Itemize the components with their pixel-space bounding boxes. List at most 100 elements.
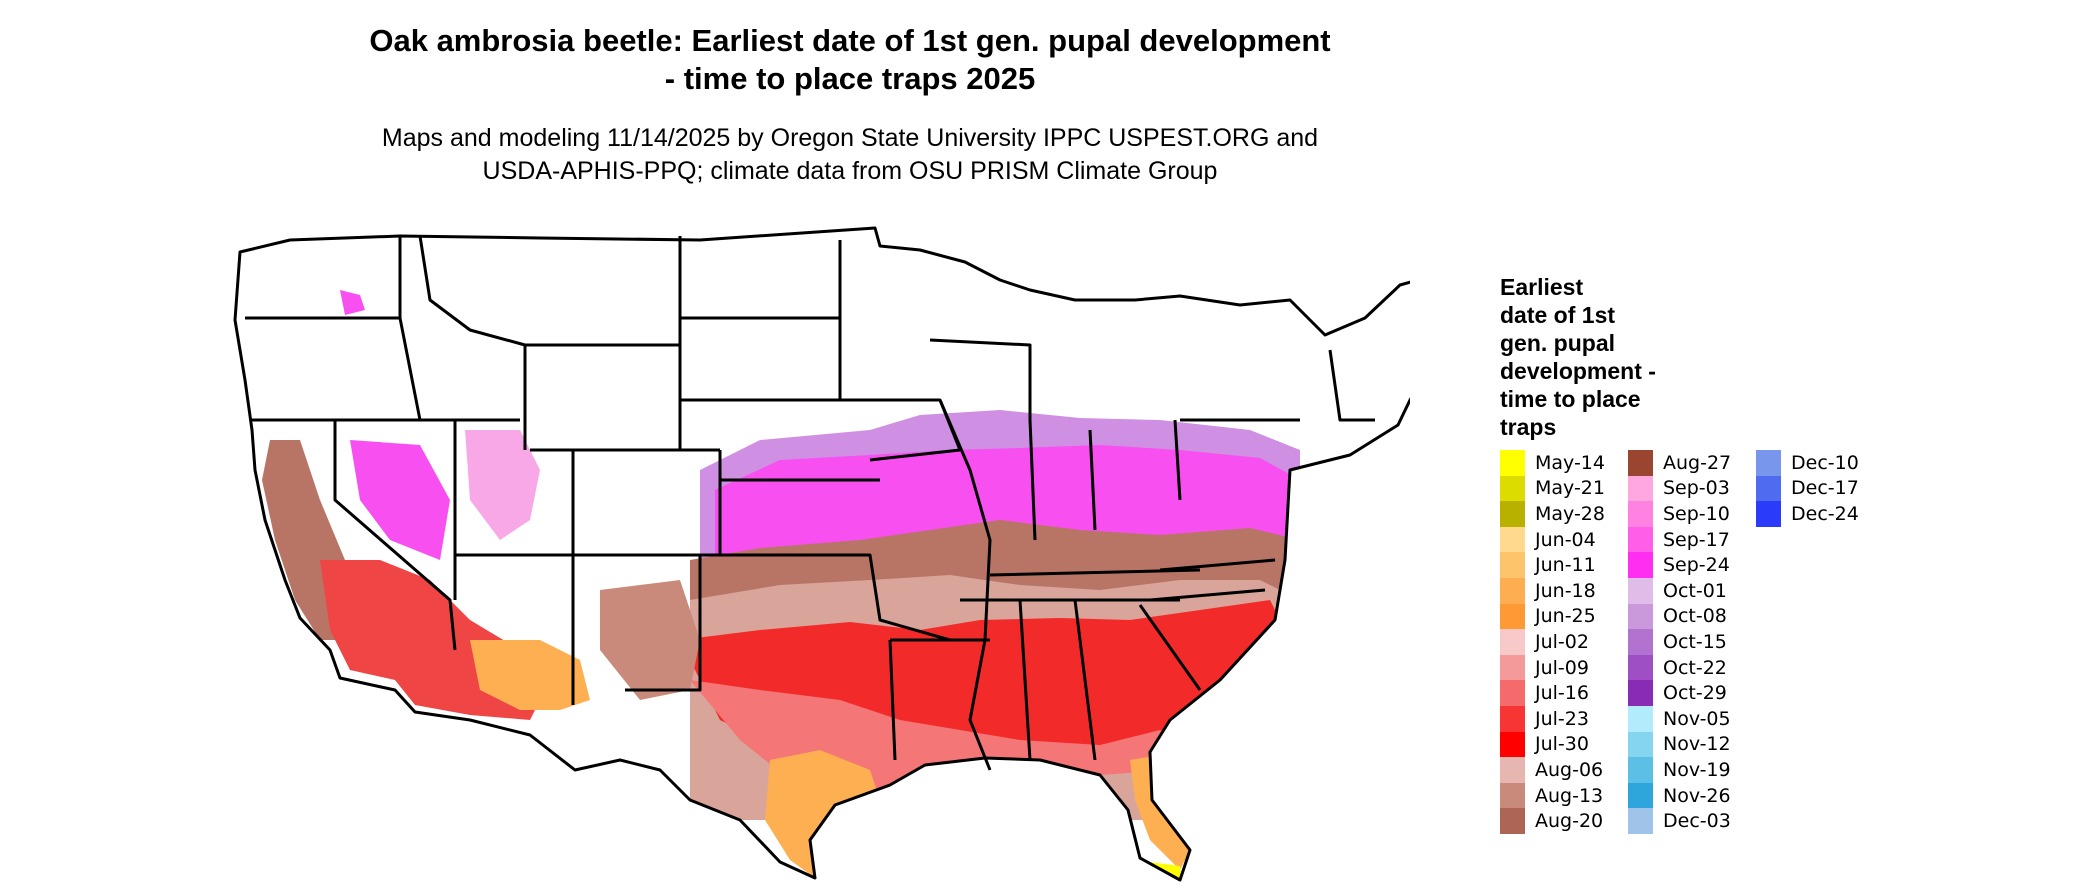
border-la-tx [888,639,897,761]
legend-swatch [1628,808,1653,834]
legend-label: Dec-03 [1663,810,1731,833]
zone-nevada-pink [350,440,450,560]
legend-swatch [1628,782,1653,809]
legend-label: Jul-16 [1535,682,1589,705]
map-title-line-1: Oak ambrosia beetle: Earliest date of 1s… [369,23,1331,58]
map-subtitle: Maps and modeling 11/14/2025 by Oregon S… [0,122,1700,188]
legend-label: Nov-12 [1663,733,1731,756]
legend-swatch [1500,731,1525,758]
legend-label: May-28 [1535,502,1605,525]
map-shading [235,228,1410,880]
legend-label: Aug-13 [1535,784,1604,807]
border-new-england [1328,349,1375,422]
legend-swatch [1628,680,1653,706]
legend-item: Oct-29 [1628,680,1756,706]
legend-item: Aug-20 [1500,808,1628,834]
legend-label: Oct-01 [1663,579,1727,602]
legend-item: Jun-11 [1500,552,1628,578]
legend-item: Jun-18 [1500,577,1628,604]
legend-title-line: gen. pupal [1500,330,1615,356]
legend-label: Jul-02 [1535,630,1589,653]
legend-item: May-14 [1500,450,1628,476]
zone-idaho-pink [340,290,365,315]
legend-item: Nov-26 [1628,782,1756,809]
legend-label: Jun-18 [1535,579,1596,602]
zone-newmexico-brown [600,580,700,700]
legend-swatch [1500,475,1525,502]
legend-swatch [1756,475,1781,502]
border-va-nc [1159,558,1276,572]
legend-swatch [1500,757,1525,783]
legend-item: Dec-24 [1756,501,1884,527]
legend-swatch [1500,654,1525,681]
legend-label: Sep-17 [1663,528,1730,551]
map-subtitle-line-1: Maps and modeling 11/14/2025 by Oregon S… [381,124,1319,152]
legend-swatch [1628,526,1653,553]
border-in-oh [1088,429,1097,531]
legend-label: May-21 [1535,477,1605,500]
legend-item: Jul-09 [1500,654,1628,681]
legend-label: May-14 [1535,451,1605,474]
border-ca-nv-diagonal [333,420,457,651]
legend-item: Aug-06 [1500,757,1628,783]
national-outline [233,226,1410,882]
border-al-ga [1073,599,1097,761]
state-borders [233,226,1410,882]
legend-label: Nov-19 [1663,758,1731,781]
legend-swatch [1628,450,1653,476]
zone-orange-jun-texas [765,750,880,878]
legend-swatch [1500,782,1525,809]
legend-swatch [1500,501,1525,527]
legend-swatch [1628,603,1653,630]
legend-label: Aug-20 [1535,810,1604,833]
legend-column: May-14 May-21 May-28 Jun-04 Jun-11 Jun-18 Jun-… [1500,450,1628,834]
legend-item: Jul-23 [1500,705,1628,732]
legend-item: Sep-03 [1628,475,1756,502]
legend-column: Aug-27 Sep-03 Sep-10 Sep-17 Sep-24 Oct-01 Oct-… [1628,450,1756,834]
legend-swatch [1500,808,1525,834]
border-oh-pa [1173,419,1182,501]
legend-title-line: development - [1500,358,1656,384]
legend-label: Nov-05 [1663,707,1731,730]
legend-swatch [1500,577,1525,604]
border-ms-al [1018,599,1032,761]
legend-item: Jul-16 [1500,680,1628,706]
legend-label: Oct-29 [1663,682,1727,705]
map-title-line-2: - time to place traps 2025 [664,61,1036,96]
us-map [233,226,1410,882]
legend-swatch [1628,731,1653,758]
legend-item: Nov-05 [1628,705,1756,732]
map-subtitle-line-2: USDA-APHIS-PPQ; climate data from OSU PR… [482,157,1218,185]
legend-item: Dec-03 [1628,808,1756,834]
map-title: Oak ambrosia beetle: Earliest date of 1s… [0,22,1700,98]
legend-title-line: traps [1500,414,1557,440]
legend-label: Oct-15 [1663,630,1727,653]
legend-swatch [1628,577,1653,604]
legend-item: Jul-02 [1500,629,1628,655]
legend-label: Sep-10 [1663,502,1730,525]
legend-item: May-28 [1500,501,1628,527]
legend-item: Jul-30 [1500,731,1628,758]
legend-label: Jun-25 [1535,605,1596,628]
legend-item: Aug-13 [1500,782,1628,809]
border-il-in [1028,419,1037,541]
legend-swatch [1500,603,1525,630]
zone-arizona-orange [470,640,590,710]
border-idaho-west [398,236,422,421]
legend-swatch [1500,629,1525,655]
legend-label: Dec-17 [1791,477,1859,500]
legend-item: Nov-19 [1628,757,1756,783]
legend-swatch [1628,501,1653,527]
legend-swatch [1628,757,1653,783]
legend-item: Jun-04 [1500,526,1628,553]
legend-swatch [1628,629,1653,655]
legend-swatch [1500,450,1525,476]
legend-item: Oct-08 [1628,603,1756,630]
legend-swatch [1628,705,1653,732]
legend-label: Oct-22 [1663,656,1727,679]
legend-item: Aug-27 [1628,450,1756,476]
legend-swatch [1500,705,1525,732]
legend-label: Jul-09 [1535,656,1589,679]
legend-title: Earliest date of 1st gen. pupal developm… [1500,273,1720,441]
legend-title-line: Earliest [1500,274,1584,300]
